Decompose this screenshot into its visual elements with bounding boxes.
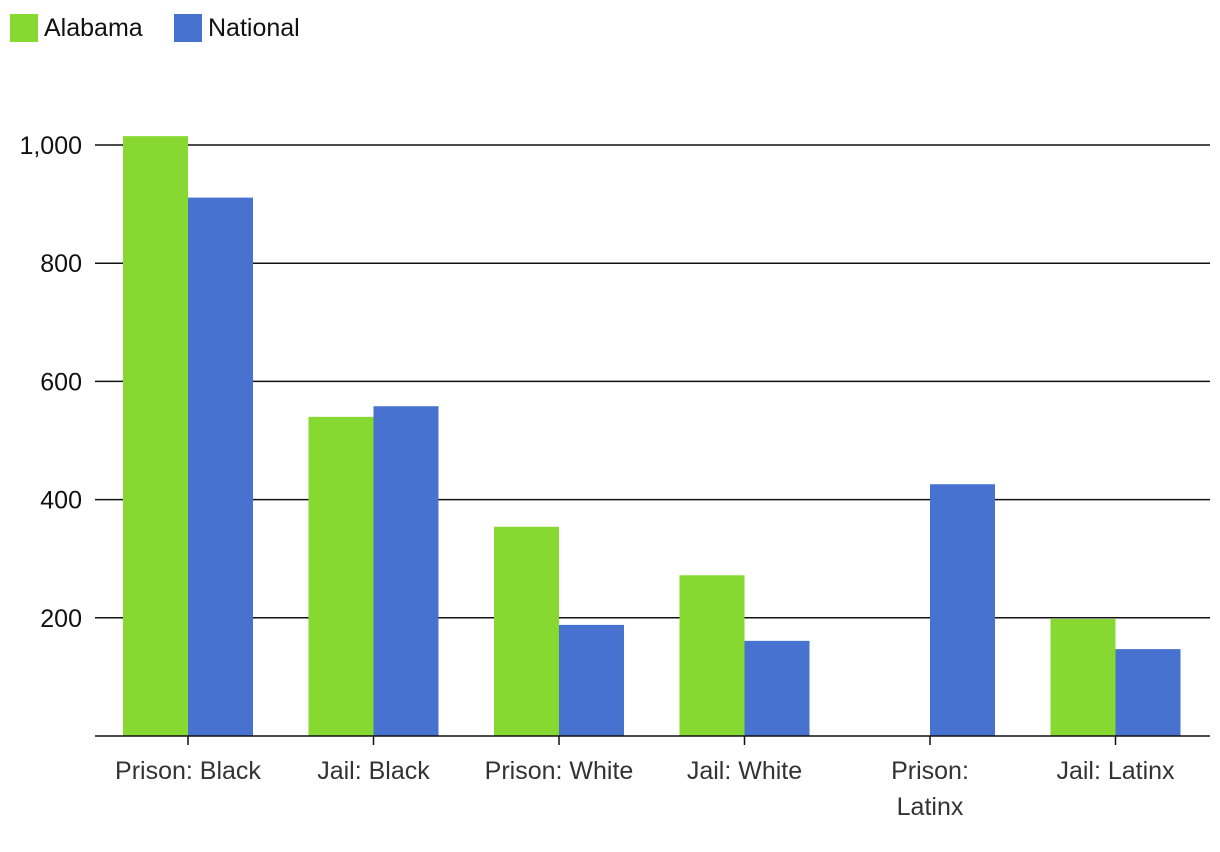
legend-swatch-alabama: [10, 14, 38, 42]
bar-national-5: [930, 484, 995, 736]
legend-swatch-national: [174, 14, 202, 42]
y-tick-label: 200: [40, 605, 82, 633]
bar-alabama-3: [494, 526, 559, 736]
x-tick-label: Prison: White: [485, 757, 634, 785]
bar-alabama-1: [123, 136, 188, 736]
bar-national-3: [559, 624, 624, 736]
y-tick-label: 600: [40, 368, 82, 396]
legend-label-national: National: [208, 13, 300, 42]
x-tick-label: Prison: Latinx: [891, 757, 969, 821]
bar-alabama-6: [1050, 618, 1116, 736]
bar-alabama-2: [308, 416, 374, 736]
y-tick-label: 400: [40, 487, 82, 515]
bar-national-4: [744, 640, 810, 736]
legend-item-alabama: Alabama: [10, 12, 143, 44]
bar-national-1: [188, 197, 253, 736]
y-tick-label: 800: [40, 250, 82, 278]
x-tick-label: Jail: Latinx: [1056, 757, 1175, 785]
bar-alabama-4: [679, 575, 745, 736]
legend-label-alabama: Alabama: [44, 13, 143, 42]
y-tick-label: 1,000: [19, 132, 82, 160]
legend-item-national: National: [174, 12, 300, 44]
x-tick-label: Jail: White: [687, 757, 802, 785]
x-tick-label: Jail: Black: [317, 757, 430, 785]
x-tick-label: Prison: Black: [115, 757, 261, 785]
bar-national-6: [1115, 649, 1181, 736]
bar-national-2: [373, 406, 439, 736]
